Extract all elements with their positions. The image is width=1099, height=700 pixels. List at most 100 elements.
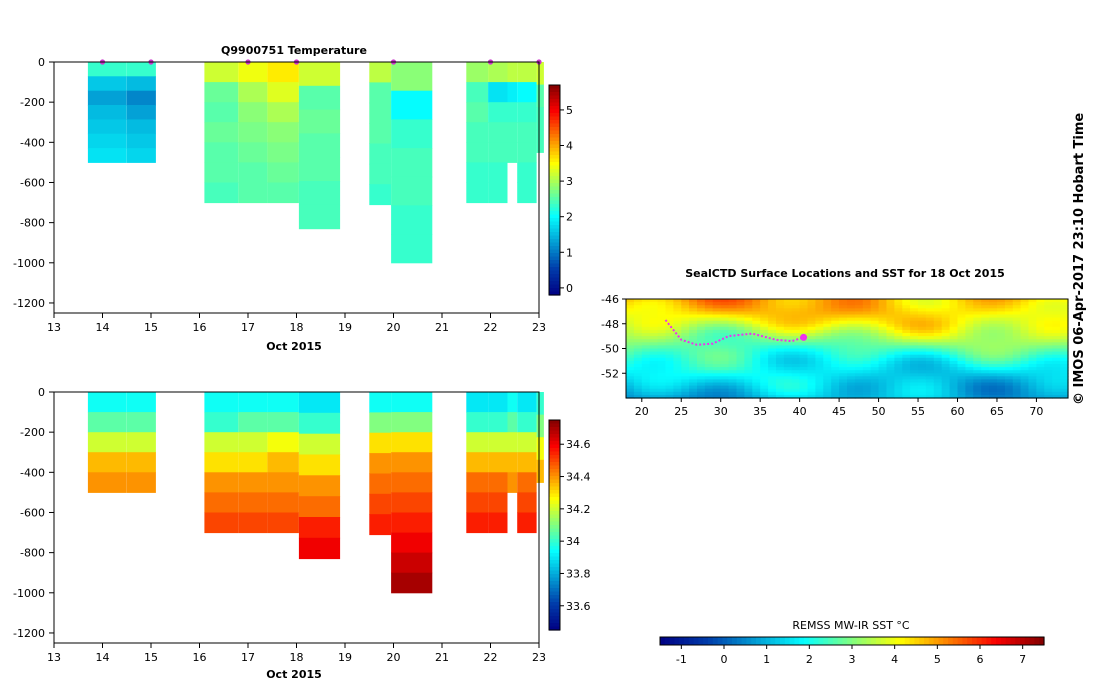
profile-cell — [298, 62, 341, 87]
sst-cell — [736, 385, 745, 390]
sst-cell — [649, 354, 659, 359]
sst-cell — [910, 388, 919, 393]
sst-cell — [933, 339, 943, 343]
sst-cell — [1004, 351, 1014, 356]
sst-cell — [910, 299, 919, 303]
sst-cell — [1004, 348, 1014, 353]
profile-cell — [238, 472, 268, 493]
sst-cell — [1044, 305, 1053, 309]
profile-cell — [267, 102, 299, 123]
sst-cell — [933, 333, 943, 337]
sst-cell — [626, 305, 635, 309]
sst-cell — [1012, 299, 1022, 303]
sst-cell — [831, 342, 840, 346]
sst-cell — [1036, 376, 1045, 380]
sst-cell — [981, 391, 990, 396]
sst-cell — [949, 351, 959, 356]
sst-cell — [807, 364, 816, 368]
sst-cell — [839, 391, 848, 396]
sst-cell — [633, 299, 643, 303]
sst-cell — [918, 348, 927, 353]
colorbar-segment — [943, 637, 949, 645]
sst-cell — [957, 323, 966, 328]
sst-cell — [870, 308, 880, 312]
sst-cell — [894, 354, 903, 359]
sst-cell — [925, 323, 935, 328]
sst-cell — [854, 333, 864, 337]
sst-cell — [894, 333, 903, 337]
sst-cell — [641, 345, 651, 350]
colorbar-segment — [549, 609, 560, 614]
profile-cell — [391, 452, 433, 473]
profile-cell — [507, 432, 518, 453]
sst-cell — [941, 323, 951, 328]
profile-cell — [238, 82, 268, 103]
sst-cell — [657, 382, 667, 387]
sst-cell — [1004, 345, 1014, 350]
colorbar-segment — [871, 637, 877, 645]
colorbar-segment — [549, 113, 560, 118]
sst-cell — [728, 348, 738, 353]
x-tick-label: 17 — [241, 651, 255, 664]
sst-cell — [870, 299, 880, 303]
sst-cell — [665, 373, 674, 377]
sst-cell — [799, 323, 809, 328]
sst-cell — [862, 345, 872, 350]
sst-cell — [673, 360, 682, 365]
profile-cell — [488, 432, 508, 453]
sst-cell — [965, 379, 974, 384]
sst-cell — [925, 360, 935, 365]
sst-cell — [807, 382, 816, 387]
sst-cell — [1036, 385, 1045, 390]
sst-cell — [957, 314, 966, 319]
sst-cell — [697, 314, 706, 319]
sst-cell — [894, 329, 903, 334]
sst-cell — [649, 326, 659, 331]
profile-cell — [204, 512, 239, 534]
colorbar-segment — [549, 235, 560, 240]
sst-cell — [989, 323, 998, 328]
sst-cell — [823, 351, 832, 356]
sst-cell — [712, 311, 722, 316]
colorbar-segment — [549, 232, 560, 237]
sst-cell — [641, 302, 651, 306]
sst-cell — [878, 299, 888, 303]
profile-cell — [369, 62, 392, 83]
profile-cell — [488, 182, 508, 204]
colorbar-segment — [549, 434, 560, 439]
colorbar-segment — [736, 637, 743, 645]
sst-cell — [641, 391, 651, 396]
sst-cell — [665, 385, 674, 390]
sst-cell — [673, 357, 682, 362]
sst-cell — [1052, 333, 1061, 337]
sst-cell — [689, 351, 698, 356]
sst-cell — [1052, 373, 1061, 377]
sst-cell — [918, 305, 927, 309]
colorbar-frame — [548, 84, 561, 296]
sst-cell — [933, 373, 943, 377]
profile-cell — [267, 62, 299, 83]
sst-cell — [886, 376, 895, 380]
sst-cell — [854, 357, 864, 362]
sst-cell — [997, 345, 1006, 350]
colorbar-segment — [1015, 637, 1021, 645]
profile-cell — [488, 142, 508, 163]
colorbar-segment — [928, 637, 935, 645]
sst-cell — [783, 339, 793, 343]
profile-cell — [298, 537, 341, 560]
sst-cell — [941, 391, 951, 396]
sst-cell — [870, 317, 880, 322]
sst-cell — [760, 345, 769, 350]
profile-cell — [267, 512, 299, 534]
sst-cell — [1028, 391, 1037, 396]
sst-cell — [697, 345, 706, 350]
sst-cell — [997, 373, 1006, 377]
sst-cell — [870, 379, 880, 384]
sst-cell — [989, 345, 998, 350]
sst-cell — [1004, 299, 1014, 303]
sst-cell — [776, 351, 785, 356]
sst-cell — [776, 391, 785, 396]
sst-cell — [712, 302, 722, 306]
profile-cell — [204, 82, 239, 103]
sst-cell — [854, 323, 864, 328]
